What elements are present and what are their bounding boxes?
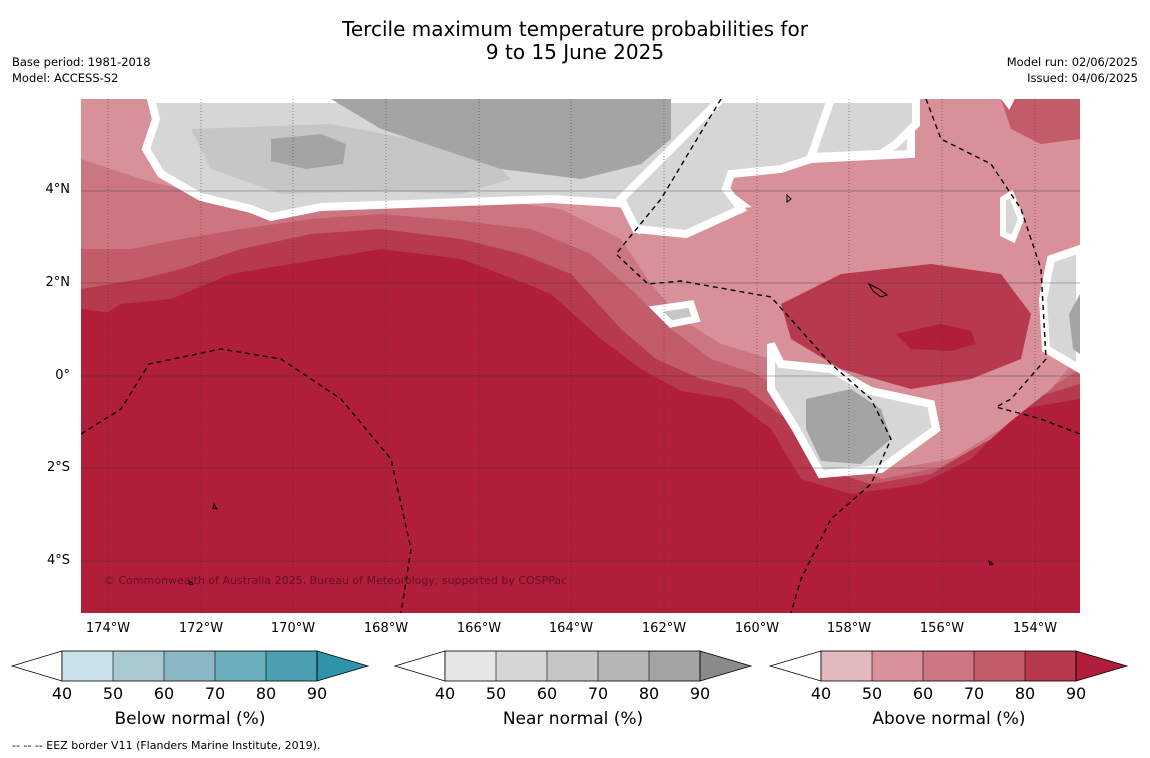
issued-date: Issued: 04/06/2025 [1027, 71, 1138, 85]
near-tick-60: 60 [536, 684, 558, 703]
near-normal-region-north-3 [805, 99, 920, 162]
above-90-west-edge [81, 309, 126, 349]
lon-label-156w: 156°W [919, 621, 965, 636]
above-80-90 [1025, 651, 1076, 681]
copyright-text: © Commonwealth of Australia 2025, Bureau… [104, 574, 567, 587]
near-tick-90: 90 [689, 684, 711, 703]
model-name: Model: ACCESS-S2 [12, 71, 119, 85]
near-60-70 [547, 651, 598, 681]
above-tick-60: 60 [912, 684, 934, 703]
island-1 [867, 282, 889, 298]
near-40-50 [445, 651, 496, 681]
meta-left: Base period: 1981-2018 Model: ACCESS-S2 [12, 54, 151, 86]
lon-label-174w: 174°W [85, 621, 131, 636]
near-normal-blob-small [648, 300, 701, 328]
lon-label-162w: 162°W [641, 621, 687, 636]
below-tick-60: 60 [153, 684, 175, 703]
lat-label-4n: 4°N [45, 182, 71, 197]
colorbar-above-normal [768, 650, 1129, 682]
near-tick-70: 70 [587, 684, 609, 703]
island-5 [988, 559, 995, 566]
lon-label-158w: 158°W [826, 621, 872, 636]
above-70-northeast [1001, 99, 1080, 144]
colorbars [10, 650, 1129, 682]
lon-label-164w: 164°W [548, 621, 594, 636]
lat-label-0: 0° [55, 368, 70, 383]
colorbar-near-normal [393, 650, 753, 682]
below-40-50 [62, 651, 113, 681]
above-tick-80: 80 [1014, 684, 1036, 703]
island-3 [212, 502, 219, 510]
above-tick-40: 40 [810, 684, 832, 703]
island-2 [786, 193, 792, 203]
meta-right: Model run: 02/06/2025 Issued: 04/06/2025 [1007, 54, 1138, 86]
below-50-60 [113, 651, 164, 681]
above-tick-90: 90 [1065, 684, 1087, 703]
eez-borders [81, 99, 1080, 613]
below-tick-80: 80 [255, 684, 277, 703]
below-tick-50: 50 [102, 684, 124, 703]
colorbar-title-below: Below normal (%) [114, 709, 266, 729]
below-tick-90: 90 [306, 684, 328, 703]
colorbar-below-normal [10, 650, 370, 682]
above-90-core-east [896, 324, 976, 351]
below-70-80 [215, 651, 266, 681]
lat-label-2n: 2°N [45, 275, 71, 290]
near-tick-50: 50 [485, 684, 507, 703]
above-70-80 [974, 651, 1025, 681]
lon-label-172w: 172°W [178, 621, 224, 636]
near-normal-notch-top-east [1001, 99, 1015, 110]
lon-label-160w: 160°W [734, 621, 780, 636]
lon-label-166w: 166°W [456, 621, 502, 636]
near-80-90 [649, 651, 700, 681]
lon-label-154w: 154°W [1012, 621, 1058, 636]
eez-border-2 [925, 99, 1080, 435]
near-normal-bar-east [1000, 189, 1025, 244]
near-50-60 [496, 651, 547, 681]
above-50-60 [872, 651, 923, 681]
below-tick-40: 40 [51, 684, 73, 703]
probability-map: © Commonwealth of Australia 2025, Bureau… [81, 99, 1080, 613]
footer-eez-note: -- -- -- EEZ border V11 (Flanders Marine… [12, 739, 321, 752]
above-tick-70: 70 [963, 684, 985, 703]
lat-label-2s: 2°S [46, 460, 70, 475]
map-title: Tercile maximum temperature probabilitie… [0, 18, 1150, 64]
near-80-b [271, 134, 346, 169]
base-period: Base period: 1981-2018 [12, 55, 151, 69]
near-80-east [1069, 294, 1080, 354]
model-run: Model run: 02/06/2025 [1006, 55, 1138, 69]
above-80-core-east [781, 264, 1031, 389]
above-40-50 [821, 651, 872, 681]
latitude-gridlines [81, 190, 1080, 562]
title-line-1: Tercile maximum temperature probabilitie… [342, 17, 808, 41]
below-80-90 [266, 651, 317, 681]
title-line-2: 9 to 15 June 2025 [485, 40, 665, 64]
islands [188, 193, 995, 586]
near-70-80 [598, 651, 649, 681]
lon-label-168w: 168°W [363, 621, 409, 636]
near-80-southeast [806, 389, 891, 464]
island-4 [188, 579, 195, 586]
below-tick-70: 70 [204, 684, 226, 703]
below-60-70 [164, 651, 215, 681]
near-tick-40: 40 [434, 684, 456, 703]
lat-label-4s: 4°S [46, 553, 70, 568]
near-80 [331, 99, 671, 179]
colorbar-title-above: Above normal (%) [872, 709, 1026, 729]
above-tick-50: 50 [861, 684, 883, 703]
colorbar-title-near: Near normal (%) [502, 709, 644, 729]
lon-label-170w: 170°W [270, 621, 316, 636]
eez-border-3 [81, 348, 412, 613]
above-60-70 [923, 651, 974, 681]
near-tick-80: 80 [638, 684, 660, 703]
